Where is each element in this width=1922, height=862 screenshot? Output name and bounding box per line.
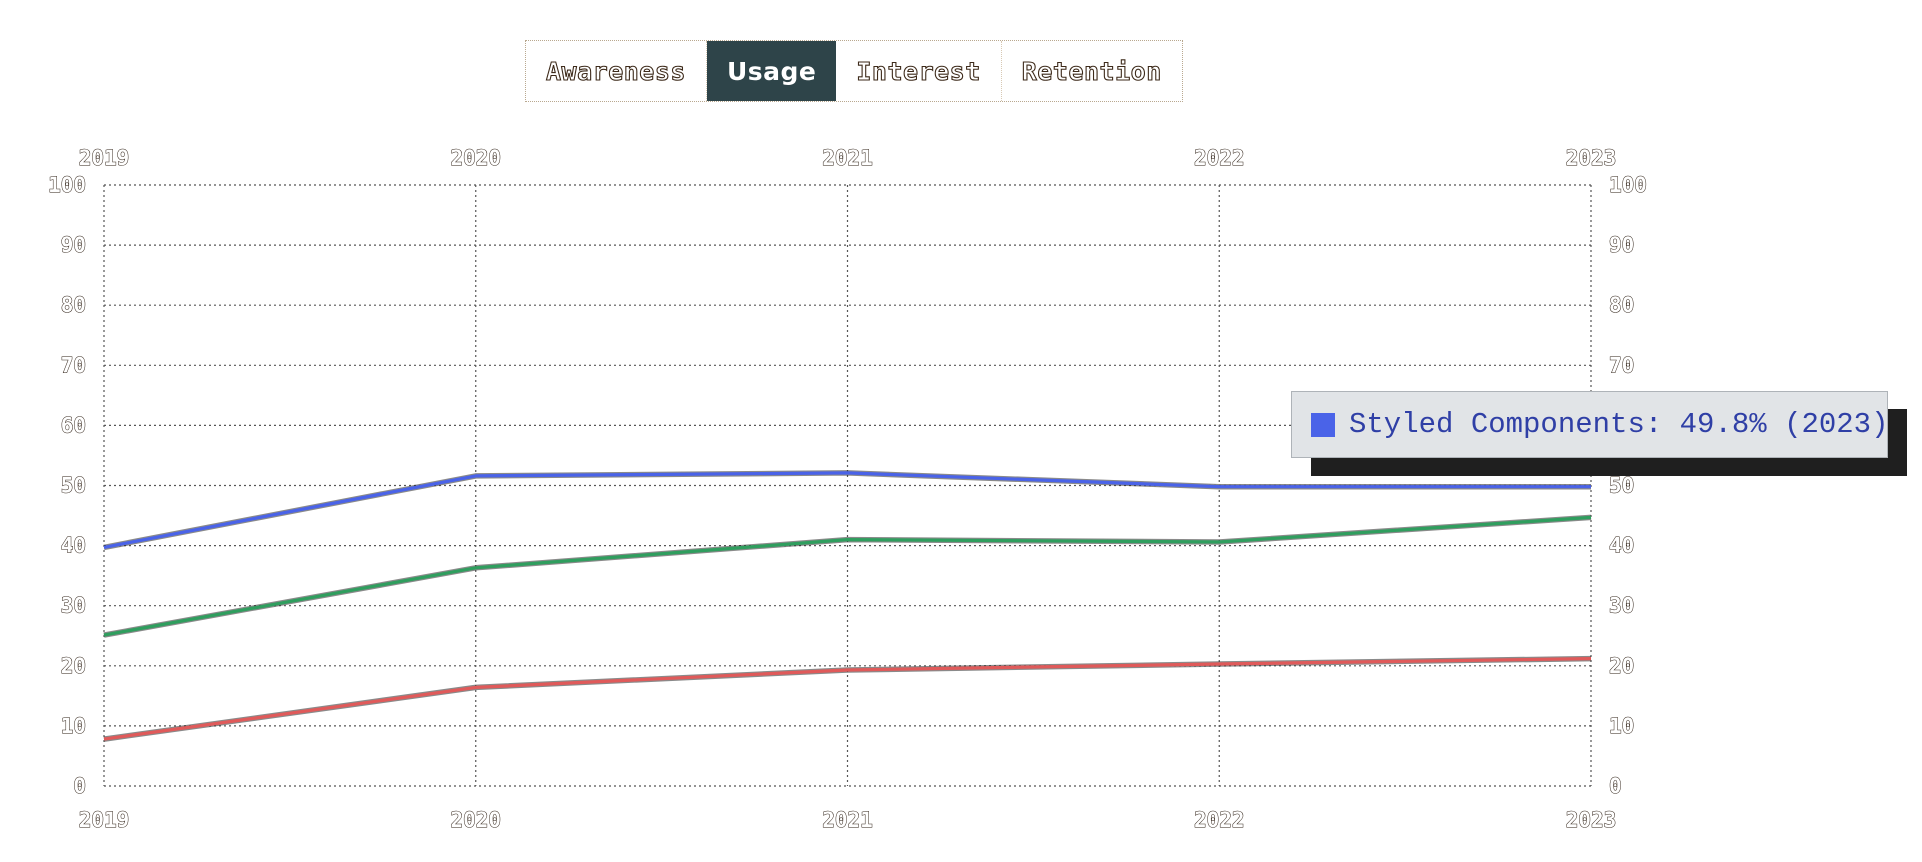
y-tick-label-left: 70: [61, 353, 86, 377]
y-tick-label-right: 40: [1609, 534, 1634, 558]
tab-awareness[interactable]: Awareness: [526, 41, 707, 101]
series-line: [103, 471, 1591, 549]
x-tick-label-top: 2021: [822, 146, 873, 170]
x-tick-label-bottom: 2023: [1566, 808, 1617, 832]
x-tick-label-top: 2022: [1194, 146, 1245, 170]
y-tick-label-left: 10: [61, 714, 86, 738]
y-tick-label-left: 90: [61, 233, 86, 257]
x-tick-label-bottom: 2021: [822, 808, 873, 832]
x-tick-label-bottom: 2019: [79, 808, 130, 832]
tooltip-swatch: [1311, 412, 1335, 437]
series-line: [103, 515, 1592, 637]
y-tick-label-left: 0: [73, 774, 86, 798]
y-tick-label-right: 70: [1609, 353, 1634, 377]
series-line: [103, 657, 1592, 741]
x-tick-label-top: 2020: [450, 146, 501, 170]
y-tick-label-right: 30: [1609, 594, 1634, 618]
y-tick-label-right: 80: [1609, 293, 1634, 317]
y-tick-label-right: 0: [1609, 774, 1622, 798]
y-tick-label-left: 100: [48, 173, 86, 197]
tab-interest[interactable]: Interest: [836, 41, 1002, 101]
y-tick-label-left: 60: [61, 413, 86, 437]
x-tick-label-top: 2023: [1566, 146, 1617, 170]
y-tick-label-left: 80: [61, 293, 86, 317]
tab-usage[interactable]: Usage: [706, 41, 837, 101]
y-tick-label-right: 50: [1609, 474, 1634, 498]
y-tick-label-right: 90: [1609, 233, 1634, 257]
x-tick-label-bottom: 2022: [1194, 808, 1245, 832]
x-tick-label-bottom: 2020: [450, 808, 501, 832]
y-tick-label-right: 100: [1609, 173, 1647, 197]
tooltip: Styled Components: 49.8% (2023): [1291, 391, 1889, 458]
y-tick-label-left: 30: [61, 594, 86, 618]
y-tick-label-right: 20: [1609, 654, 1634, 678]
tab-retention[interactable]: Retention: [1021, 56, 1162, 86]
y-tick-label-left: 20: [61, 654, 86, 678]
y-tick-label-right: 10: [1609, 714, 1634, 738]
x-tick-label-top: 2019: [79, 146, 130, 170]
tooltip-text: Styled Components: 49.8% (2023): [1349, 408, 1889, 441]
y-tick-label-left: 40: [61, 534, 86, 558]
tab-bar: Awareness Usage Interest Retention: [525, 40, 1183, 102]
y-tick-label-left: 50: [61, 474, 86, 498]
